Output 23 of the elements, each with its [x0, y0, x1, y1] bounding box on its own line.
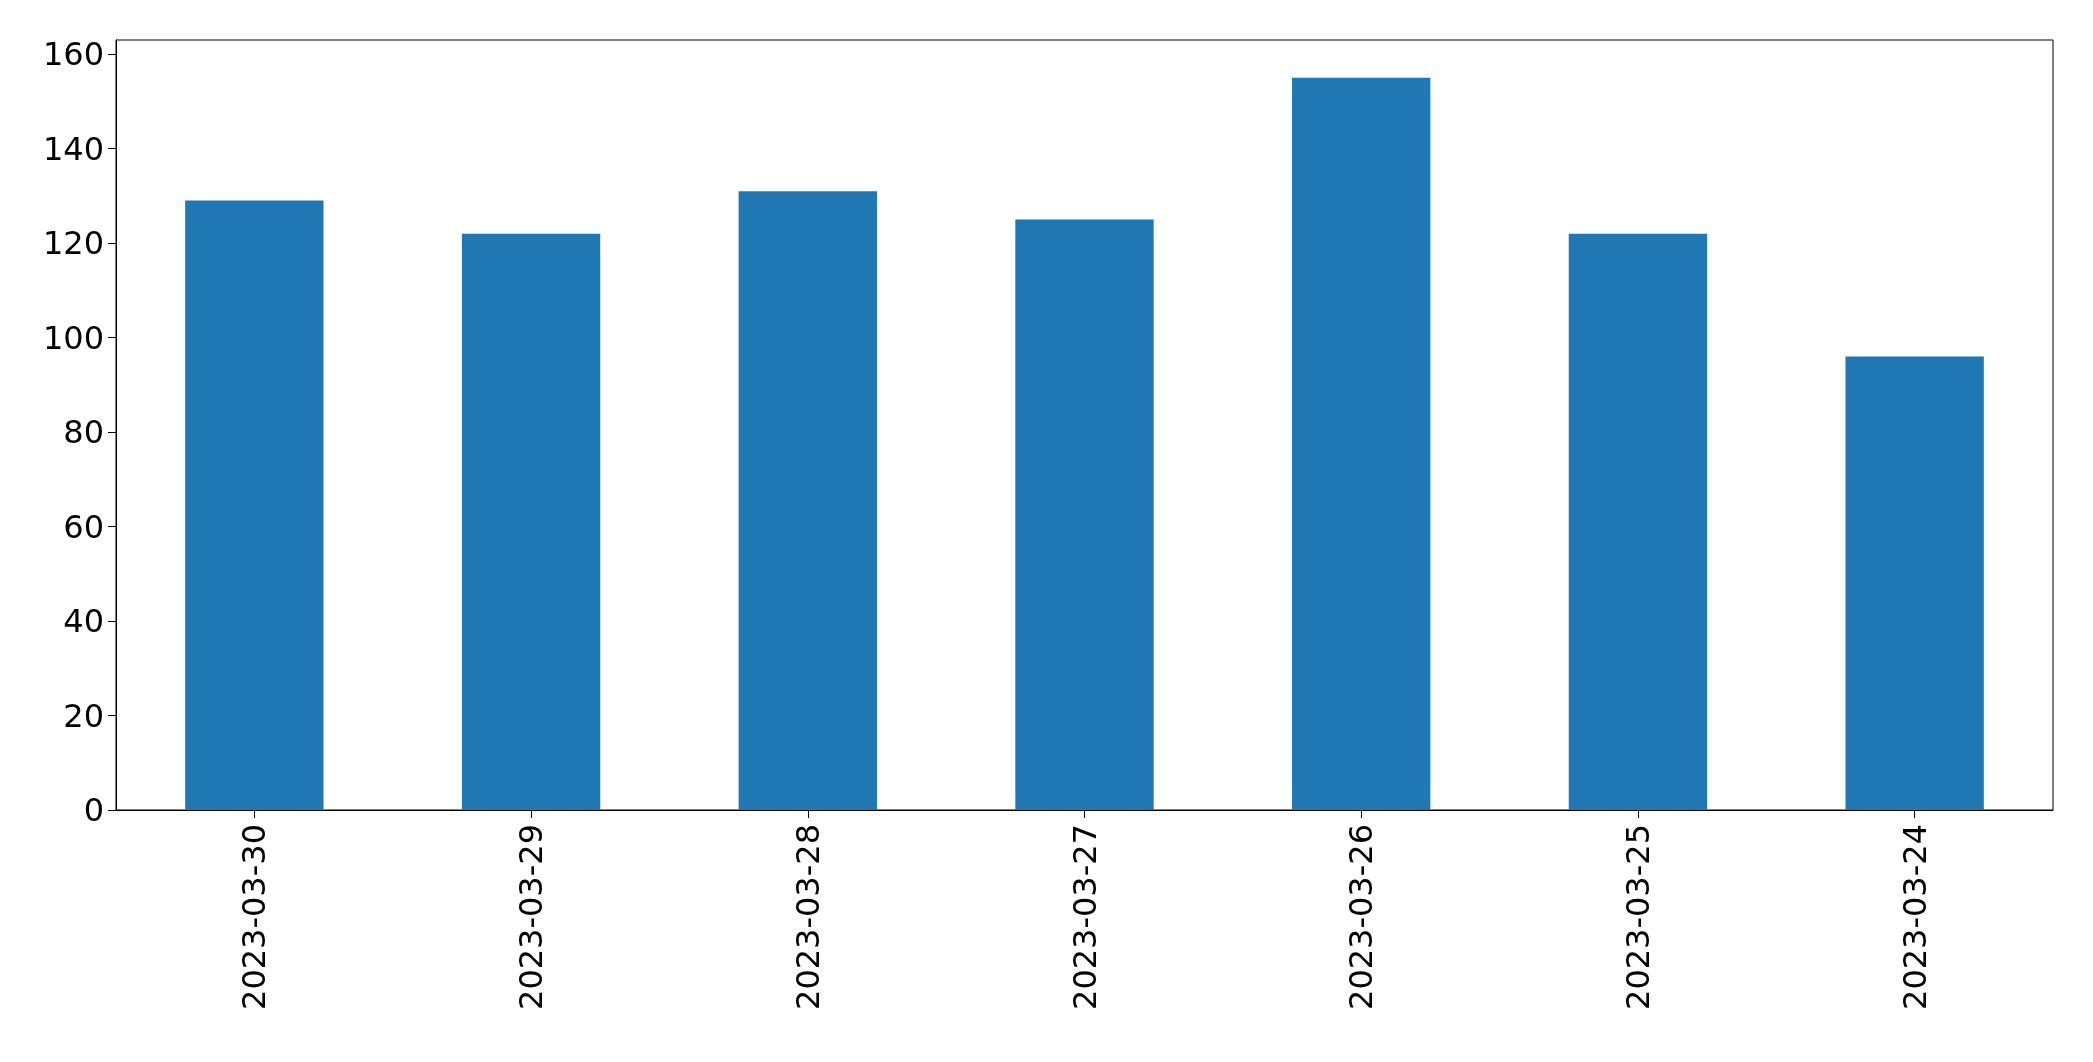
x-tick-label: 2023-03-30: [235, 824, 274, 1010]
y-tick-label: 20: [63, 696, 104, 735]
bar: [461, 233, 601, 810]
bar: [1292, 77, 1431, 810]
bar: [1568, 233, 1708, 810]
bar: [1845, 356, 1984, 810]
y-tick-label: 160: [42, 35, 104, 74]
y-tick-label: 140: [42, 129, 104, 168]
y-tick-label: 60: [63, 507, 104, 546]
x-tick-label: 2023-03-27: [1065, 824, 1104, 1010]
y-tick-label: 40: [63, 602, 104, 641]
y-tick-label: 0: [83, 791, 104, 829]
x-tick-label: 2023-03-24: [1895, 824, 1934, 1010]
x-tick-label: 2023-03-29: [512, 824, 551, 1010]
bar: [738, 191, 877, 810]
y-tick-label: 100: [42, 318, 104, 357]
bar: [1015, 219, 1154, 810]
x-tick-label: 2023-03-26: [1342, 824, 1381, 1010]
y-tick-label: 80: [63, 413, 104, 452]
x-tick-label: 2023-03-25: [1618, 824, 1657, 1010]
y-tick-label: 120: [42, 224, 104, 263]
x-tick-label: 2023-03-28: [788, 824, 827, 1010]
bar: [185, 200, 324, 810]
